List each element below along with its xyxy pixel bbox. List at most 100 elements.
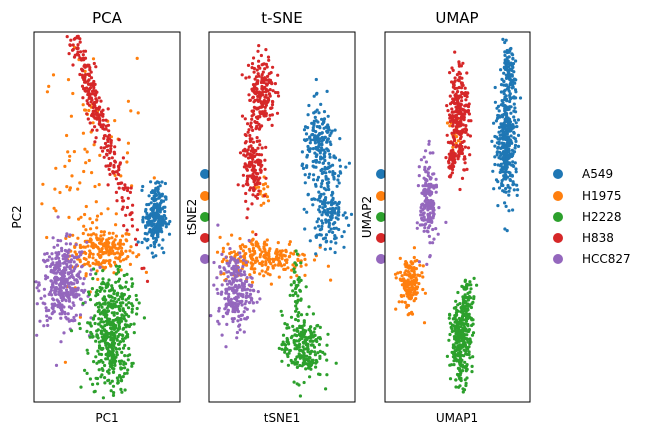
- point-h838: [253, 178, 257, 182]
- point-h2228: [113, 363, 117, 367]
- point-h1975: [394, 307, 398, 311]
- point-h1975: [84, 274, 88, 278]
- point-h2228: [458, 302, 462, 306]
- point-h2228: [471, 331, 476, 335]
- point-a549: [493, 100, 497, 104]
- point-h2228: [295, 365, 299, 369]
- point-hcc827: [82, 277, 86, 281]
- legend-marker-partial-hcc827: [200, 254, 210, 264]
- point-hcc827: [239, 301, 243, 305]
- point-a549: [322, 186, 326, 190]
- point-h2228: [309, 367, 313, 371]
- point-h2228: [294, 309, 298, 313]
- point-hcc827: [224, 291, 228, 295]
- point-h2228: [464, 327, 468, 332]
- point-h1975: [78, 260, 82, 264]
- point-h838: [120, 196, 124, 200]
- point-hcc827: [235, 279, 239, 283]
- point-hcc827: [234, 307, 238, 311]
- point-a549: [305, 210, 309, 214]
- point-hcc827: [424, 177, 428, 182]
- point-h838: [117, 172, 121, 177]
- point-h1975: [260, 269, 264, 273]
- point-a549: [303, 173, 307, 177]
- point-h838: [451, 68, 455, 72]
- point-h838: [268, 78, 273, 82]
- point-a549: [146, 246, 150, 250]
- pca-title: PCA: [92, 9, 123, 27]
- point-a549: [143, 237, 147, 241]
- point-h1975: [128, 262, 132, 266]
- point-h2228: [112, 344, 116, 348]
- point-h1975: [272, 258, 276, 262]
- point-h1975: [131, 251, 135, 255]
- point-h2228: [110, 357, 114, 361]
- point-h838: [459, 117, 463, 122]
- point-h1975: [394, 276, 398, 280]
- point-h838: [244, 133, 248, 138]
- point-hcc827: [56, 243, 60, 247]
- point-hcc827: [225, 261, 229, 265]
- point-h1975: [283, 254, 287, 258]
- point-hcc827: [242, 258, 246, 262]
- point-h838: [451, 90, 455, 94]
- point-h838: [81, 96, 85, 100]
- point-hcc827: [223, 297, 227, 301]
- point-hcc827: [419, 158, 423, 162]
- point-a549: [333, 200, 337, 205]
- point-h838: [451, 135, 455, 139]
- point-hcc827: [50, 257, 54, 261]
- point-a549: [322, 192, 326, 196]
- point-h838: [245, 167, 249, 171]
- point-h838: [254, 232, 258, 237]
- point-hcc827: [224, 255, 228, 259]
- tsne-plot-area: [209, 44, 354, 398]
- point-h1975: [413, 283, 417, 287]
- point-a549: [147, 230, 151, 234]
- point-h2228: [463, 378, 467, 382]
- point-h2228: [308, 375, 312, 379]
- point-a549: [316, 175, 321, 179]
- point-h2228: [119, 387, 123, 391]
- point-a549: [164, 216, 168, 220]
- point-h2228: [110, 295, 114, 299]
- point-h2228: [94, 272, 98, 276]
- point-a549: [513, 137, 518, 141]
- point-hcc827: [64, 284, 68, 288]
- legend-item-h1975: H1975: [553, 189, 622, 203]
- point-h1975: [422, 321, 427, 325]
- point-a549: [319, 194, 323, 198]
- point-h2228: [111, 384, 116, 388]
- point-h1975: [280, 249, 284, 253]
- point-a549: [321, 210, 325, 214]
- point-h2228: [465, 282, 469, 286]
- point-h1975: [400, 274, 404, 278]
- point-h1975: [408, 288, 412, 292]
- point-h2228: [77, 322, 81, 326]
- point-h1975: [257, 245, 261, 249]
- point-h838: [269, 71, 273, 75]
- point-hcc827: [425, 229, 429, 233]
- point-h1975: [260, 263, 264, 267]
- point-a549: [156, 209, 160, 213]
- point-h838: [68, 43, 72, 48]
- point-h2228: [314, 365, 318, 369]
- point-hcc827: [427, 186, 431, 190]
- point-h2228: [96, 382, 100, 386]
- point-h838: [264, 48, 268, 52]
- point-a549: [331, 208, 335, 212]
- point-h2228: [453, 325, 457, 329]
- point-h2228: [281, 340, 285, 344]
- point-a549: [311, 147, 315, 151]
- point-h2228: [464, 369, 468, 373]
- point-a549: [515, 183, 519, 187]
- point-h2228: [458, 331, 462, 335]
- point-h838: [97, 107, 101, 111]
- point-a549: [329, 217, 333, 221]
- point-h2228: [296, 294, 300, 298]
- point-h838: [130, 217, 134, 222]
- point-h838: [263, 109, 267, 113]
- point-h1975: [299, 264, 303, 268]
- point-h2228: [466, 340, 470, 344]
- point-a549: [509, 79, 513, 84]
